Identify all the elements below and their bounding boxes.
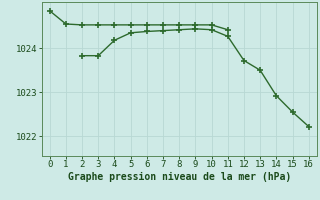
X-axis label: Graphe pression niveau de la mer (hPa): Graphe pression niveau de la mer (hPa) (68, 172, 291, 182)
